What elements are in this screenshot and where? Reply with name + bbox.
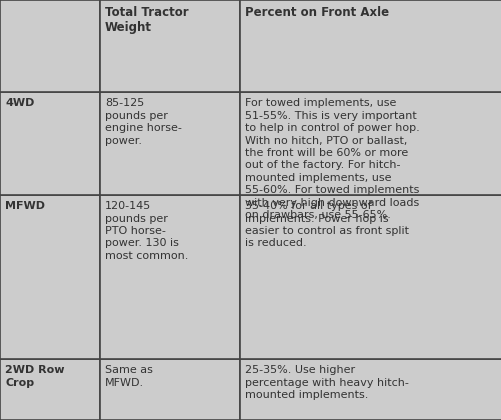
Text: 35-40% for all types of
implements. Power hop is
easier to control as front spli: 35-40% for all types of implements. Powe… — [244, 201, 408, 249]
Bar — [100, 359, 239, 420]
Text: Total Tractor
Weight: Total Tractor Weight — [105, 6, 188, 34]
Bar — [100, 0, 239, 92]
Text: Percent on Front Axle: Percent on Front Axle — [244, 6, 388, 19]
Text: Same as
MFWD.: Same as MFWD. — [105, 365, 152, 388]
Bar — [239, 195, 501, 359]
Bar — [0, 0, 100, 92]
Text: 4WD: 4WD — [5, 98, 34, 108]
Bar — [0, 92, 100, 195]
Text: For towed implements, use
51-55%. This is very important
to help in control of p: For towed implements, use 51-55%. This i… — [244, 98, 419, 220]
Text: MFWD: MFWD — [5, 201, 45, 211]
Bar — [0, 195, 100, 359]
Bar — [100, 195, 239, 359]
Bar — [239, 359, 501, 420]
Text: 25-35%. Use higher
percentage with heavy hitch-
mounted implements.: 25-35%. Use higher percentage with heavy… — [244, 365, 408, 400]
Text: 120-145
pounds per
PTO horse-
power. 130 is
most common.: 120-145 pounds per PTO horse- power. 130… — [105, 201, 188, 261]
Bar — [239, 0, 501, 92]
Bar — [100, 92, 239, 195]
Text: 2WD Row
Crop: 2WD Row Crop — [5, 365, 64, 388]
Bar — [0, 359, 100, 420]
Bar — [239, 92, 501, 195]
Text: 85-125
pounds per
engine horse-
power.: 85-125 pounds per engine horse- power. — [105, 98, 181, 146]
